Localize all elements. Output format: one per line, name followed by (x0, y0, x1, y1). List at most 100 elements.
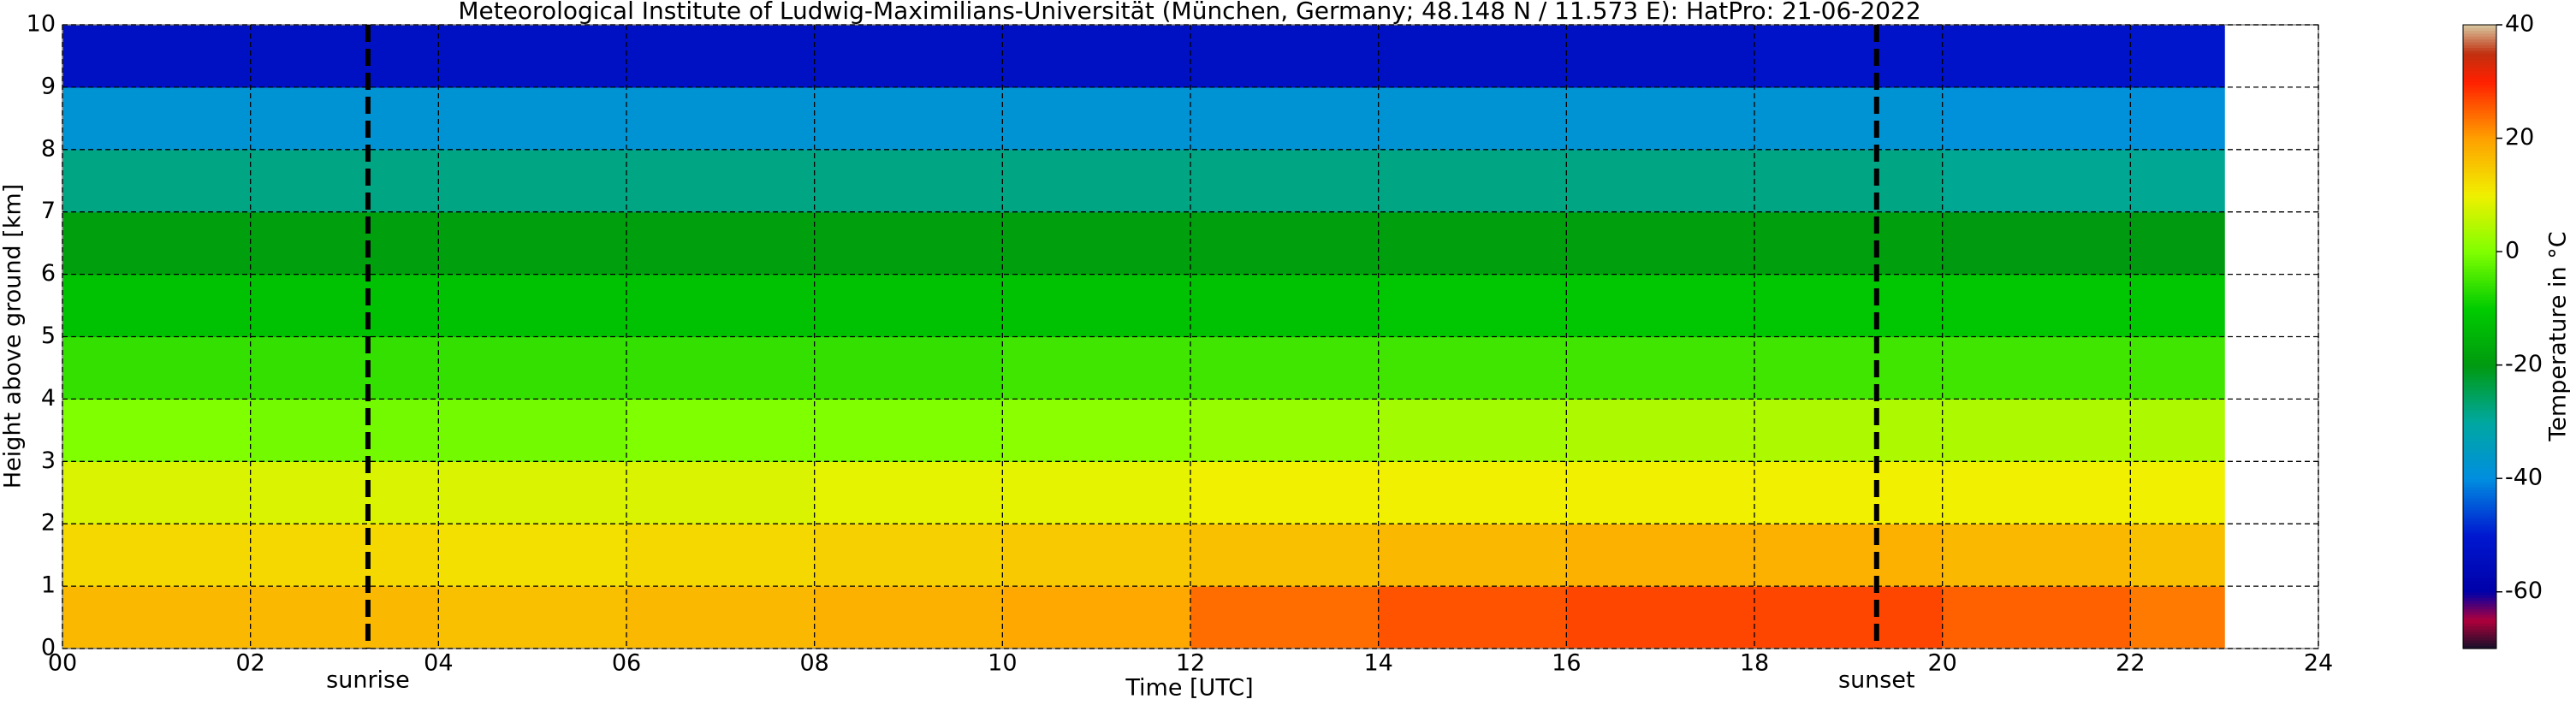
x-tick-label: 12 (1176, 650, 1205, 677)
heat-cell (1566, 211, 1755, 275)
colorbar-swatch (2463, 240, 2496, 244)
colorbar-swatch (2463, 376, 2496, 380)
colorbar-swatch (2463, 293, 2496, 298)
x-axis-label: Time [UTC] (1125, 675, 1253, 702)
colorbar-swatch (2463, 246, 2496, 250)
colorbar-swatch (2463, 135, 2496, 139)
colorbar-swatch (2463, 532, 2496, 536)
colorbar-swatch (2463, 186, 2496, 190)
heat-cell (1942, 25, 2131, 88)
colorbar-swatch (2463, 200, 2496, 204)
colorbar-swatch (2463, 478, 2496, 483)
colorbar-swatch (2463, 342, 2496, 347)
colorbar-swatch (2463, 356, 2496, 360)
colorbar-swatch (2463, 643, 2496, 647)
colorbar-swatch (2463, 152, 2496, 157)
heat-cell (62, 211, 252, 275)
heat-cell (438, 86, 627, 151)
colorbar-swatch (2463, 257, 2496, 261)
colorbar-swatch (2463, 36, 2496, 40)
colorbar-swatch (2463, 509, 2496, 513)
colorbar-swatch (2463, 549, 2496, 553)
heat-cell (626, 399, 816, 462)
colorbar-swatch (2463, 535, 2496, 539)
colorbar-swatch (2463, 472, 2496, 477)
colorbar-swatch (2463, 183, 2496, 187)
heat-cell (1942, 524, 2131, 587)
heat-cell (1002, 86, 1191, 151)
colorbar-swatch (2463, 597, 2496, 601)
colorbar-swatch (2463, 220, 2496, 224)
heat-cell (250, 336, 439, 400)
heat-cell (814, 149, 1003, 213)
colorbar-swatch (2463, 226, 2496, 230)
colorbar-swatch (2463, 518, 2496, 522)
heat-cell (62, 399, 252, 462)
heat-cell (250, 586, 439, 649)
heat-cell (1378, 336, 1567, 400)
heat-cell (2130, 461, 2225, 524)
colorbar-swatch (2463, 543, 2496, 548)
colorbar-swatch (2463, 231, 2496, 235)
colorbar-swatch (2463, 619, 2496, 624)
heat-cell (438, 524, 627, 587)
colorbar-swatch (2463, 319, 2496, 323)
heat-cell (1378, 149, 1567, 213)
colorbar-swatch (2463, 438, 2496, 442)
y-tick-label: 6 (41, 260, 56, 287)
heat-cell (626, 586, 816, 649)
colorbar-swatch (2463, 308, 2496, 312)
colorbar-swatch (2463, 578, 2496, 582)
y-tick-label: 0 (41, 635, 56, 661)
colorbar-swatch (2463, 291, 2496, 295)
colorbar-swatch (2463, 47, 2496, 51)
colorbar-swatch (2463, 228, 2496, 233)
heat-cell (1566, 274, 1755, 338)
colorbar-swatch (2463, 572, 2496, 576)
chart-title: Meteorological Institute of Ludwig-Maxim… (458, 0, 1920, 25)
y-tick-label: 10 (27, 11, 56, 38)
heat-cell (626, 274, 816, 338)
heat-cell (62, 25, 252, 88)
colorbar-swatch (2463, 591, 2496, 595)
colorbar-swatch (2463, 574, 2496, 578)
colorbar-swatch (2463, 192, 2496, 196)
heat-cell (1754, 461, 1944, 524)
heat-cell (1566, 149, 1755, 213)
x-tick-label: 22 (2116, 650, 2145, 677)
colorbar-swatch (2463, 129, 2496, 133)
x-tick-label: 06 (612, 650, 641, 677)
colorbar-swatch (2463, 64, 2496, 68)
colorbar-swatch (2463, 322, 2496, 326)
heat-cell (250, 86, 439, 151)
colorbar-swatch (2463, 580, 2496, 584)
colorbar-swatch (2463, 351, 2496, 354)
heat-cell (1754, 524, 1944, 587)
colorbar-swatch (2463, 62, 2496, 65)
colorbar-swatch (2463, 317, 2496, 321)
heat-cell (1754, 25, 1944, 88)
heat-cell (814, 461, 1003, 524)
x-tick-label: 02 (235, 650, 264, 677)
colorbar-swatch (2463, 39, 2496, 43)
colorbar-swatch (2463, 393, 2496, 397)
heat-cell (1566, 461, 1755, 524)
colorbar-swatch (2463, 222, 2496, 227)
colorbar-swatch (2463, 268, 2496, 272)
heat-cell (250, 211, 439, 275)
colorbar-swatch (2463, 364, 2496, 369)
colorbar-swatch (2463, 418, 2496, 423)
heat-cell (814, 336, 1003, 400)
colorbar-swatch (2463, 475, 2496, 479)
colorbar-swatch (2463, 520, 2496, 524)
heat-cell (1754, 211, 1944, 275)
heat-cell (62, 149, 252, 213)
heat-cell (1942, 586, 2131, 649)
heat-cell (250, 524, 439, 587)
colorbar-swatch (2463, 563, 2496, 567)
heat-cell (1190, 211, 1380, 275)
colorbar-swatch (2463, 112, 2496, 116)
colorbar-swatch (2463, 132, 2496, 136)
colorbar-swatch (2463, 104, 2496, 108)
